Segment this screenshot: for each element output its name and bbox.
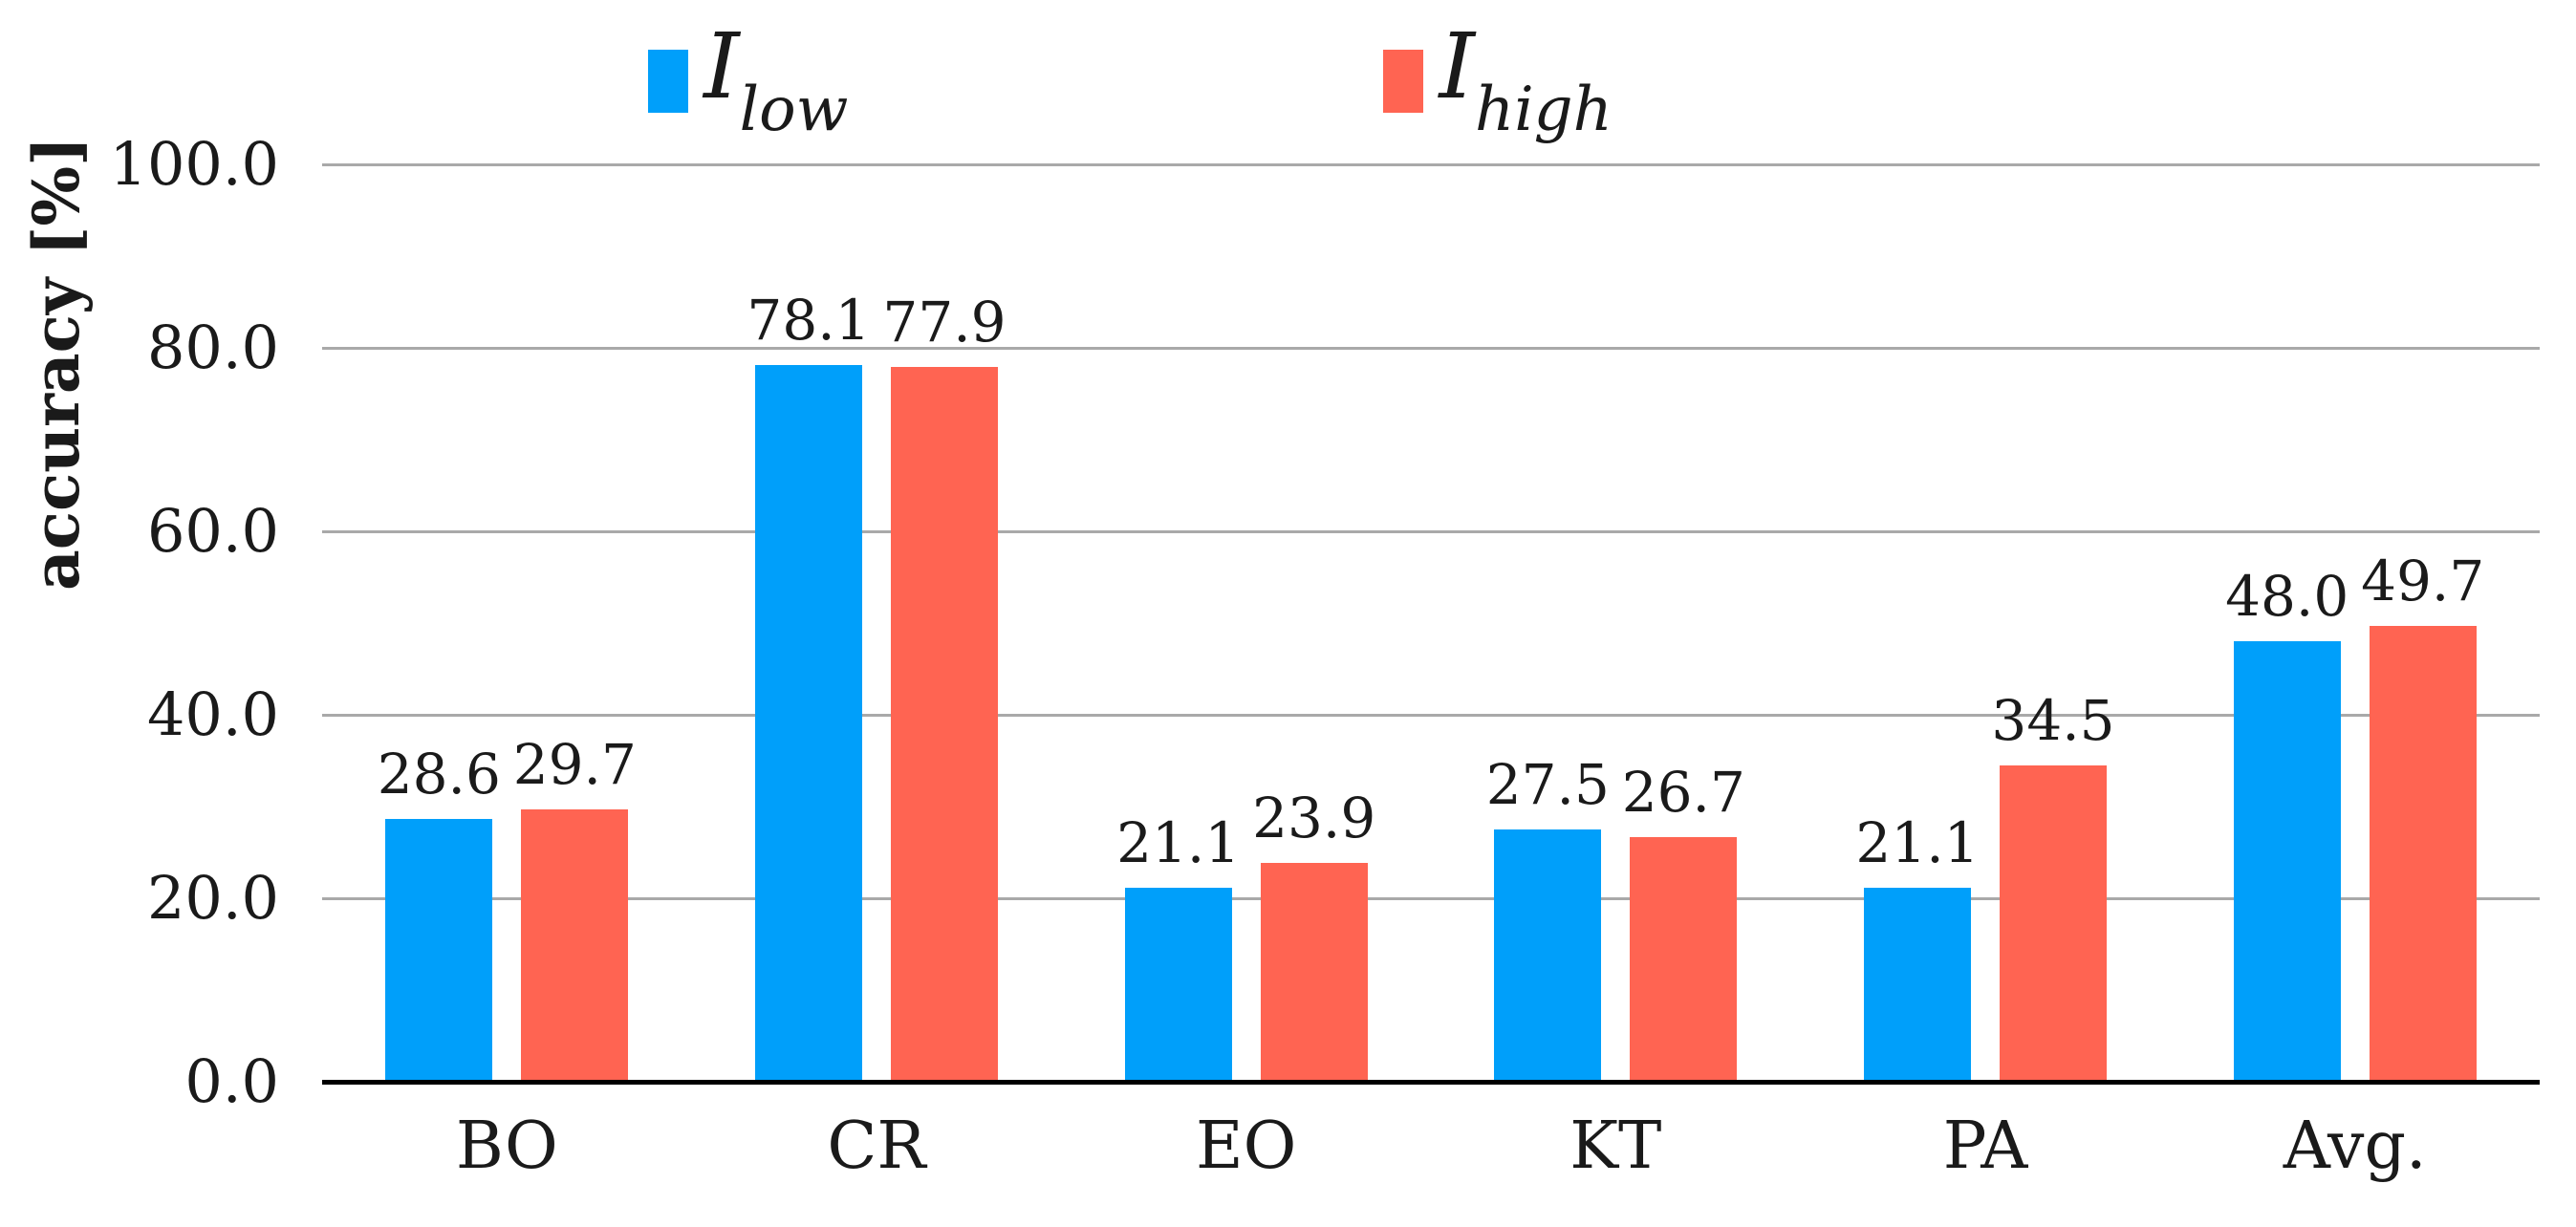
bar-I_high-PA xyxy=(2000,764,2107,1082)
bar-I_low-PA xyxy=(1864,888,1971,1082)
value-label-I_high-EO: 23.9 xyxy=(1252,785,1376,850)
bar-I_high-BO xyxy=(521,808,629,1082)
x-axis-label-Avg.: Avg. xyxy=(2283,1109,2427,1184)
gridline-y100 xyxy=(322,163,2540,166)
x-axis-label-KT: KT xyxy=(1569,1109,1662,1184)
value-label-I_low-KT: 27.5 xyxy=(1485,752,1610,817)
y-tick-label-40.0: 40.0 xyxy=(146,679,279,749)
legend-item-ihigh: Ihigh xyxy=(1383,6,1613,145)
legend-swatch-ihigh xyxy=(1383,50,1424,113)
y-tick-label-80.0: 80.0 xyxy=(146,312,279,382)
legend-label-ilow: Ilow xyxy=(704,14,849,145)
gridline-y60 xyxy=(322,530,2540,533)
bar-I_low-EO xyxy=(1124,888,1232,1082)
legend-item-ilow: Ilow xyxy=(648,6,849,145)
value-label-I_low-PA: 21.1 xyxy=(1855,810,1980,876)
value-label-I_high-CR: 77.9 xyxy=(882,290,1007,355)
legend-label-ihigh: Ihigh xyxy=(1439,14,1613,145)
value-label-I_high-Avg.: 49.7 xyxy=(2361,548,2485,614)
bar-I_low-KT xyxy=(1494,829,1602,1082)
x-axis-baseline xyxy=(322,1080,2540,1085)
value-label-I_high-BO: 29.7 xyxy=(512,731,637,797)
y-tick-label-100.0: 100.0 xyxy=(109,129,280,199)
y-tick-label-60.0: 60.0 xyxy=(146,496,279,566)
bar-I_low-Avg. xyxy=(2233,641,2341,1082)
value-label-I_low-BO: 28.6 xyxy=(377,742,501,807)
y-tick-label-0.0: 0.0 xyxy=(184,1046,279,1116)
legend-swatch-ilow xyxy=(648,50,689,113)
x-axis-label-PA: PA xyxy=(1942,1109,2028,1184)
gridline-y20 xyxy=(322,897,2540,900)
value-label-I_low-CR: 78.1 xyxy=(747,288,871,354)
gridline-y40 xyxy=(322,714,2540,717)
bar-I_low-BO xyxy=(385,819,493,1082)
value-label-I_high-PA: 34.5 xyxy=(1991,687,2115,753)
x-axis-label-BO: BO xyxy=(455,1109,558,1184)
value-label-I_low-Avg.: 48.0 xyxy=(2225,564,2349,630)
bar-I_high-EO xyxy=(1260,862,1368,1082)
value-label-I_high-KT: 26.7 xyxy=(1621,759,1745,825)
y-tick-label-20.0: 20.0 xyxy=(146,863,279,933)
x-axis-label-EO: EO xyxy=(1195,1109,1297,1184)
x-axis-label-CR: CR xyxy=(827,1109,926,1184)
value-label-I_low-EO: 21.1 xyxy=(1116,810,1241,876)
bar-I_high-CR xyxy=(891,367,998,1082)
chart-legend: Ilow Ihigh xyxy=(0,6,2576,145)
bar-I_low-CR xyxy=(755,365,862,1082)
gridline-y80 xyxy=(322,347,2540,350)
bar-I_high-Avg. xyxy=(2369,625,2477,1082)
bar-I_high-KT xyxy=(1630,836,1738,1082)
